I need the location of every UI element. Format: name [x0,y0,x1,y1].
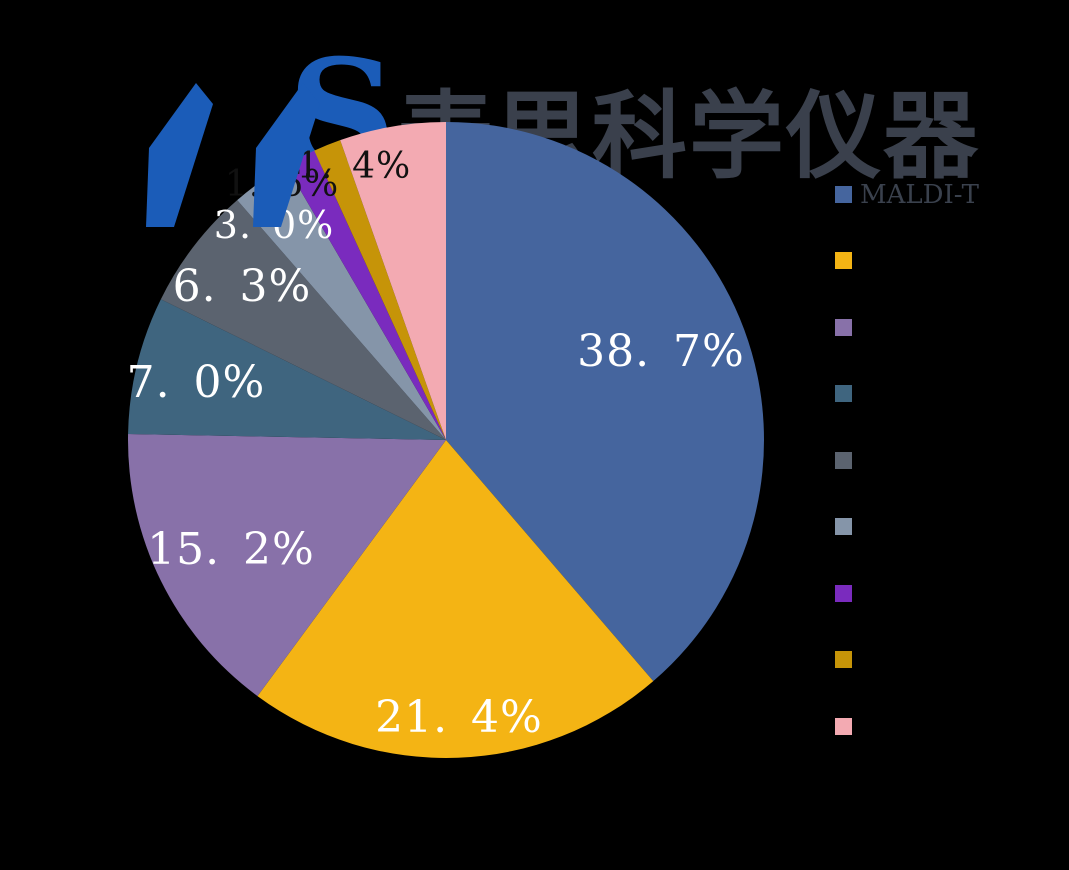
legend-swatch-icon [835,518,852,535]
legend-item-3 [835,385,852,402]
pie-slice-7 [314,140,446,440]
pie-slice-8 [340,122,446,440]
legend-item-5 [835,518,852,535]
legend-swatch-icon [835,385,852,402]
pie-slice-label-0: 38. 7% [577,326,745,377]
legend-swatch-icon [835,252,852,269]
pie-slice-3 [128,299,446,440]
legend-item-1 [835,252,852,269]
pie-slice-2 [128,434,447,697]
pie-slice-0 [446,122,765,682]
legend-swatch-icon [835,451,852,469]
legend-item-0: MALDI-T [835,182,979,208]
pie-slice-label-2: 15. 2% [147,524,315,575]
pie-slice-label-7: 1. 4% [296,146,412,187]
legend-swatch-icon [835,318,852,336]
pie-slice-label-4: 6. 3% [172,261,312,312]
legend-swatch-icon [835,651,852,668]
pie-slice-label-3: 7. 0% [126,357,266,408]
legend-item-2 [835,318,852,336]
legend-swatch-icon [835,717,852,735]
pie-slice-4 [160,200,446,440]
legend-swatch-icon [835,185,852,203]
pie-slice-label-1: 21. 4% [375,692,543,743]
legend-item-7 [835,651,852,668]
pie-slice-label-5: 3. 0% [213,203,335,247]
legend-label-0: MALDI-T [860,179,979,210]
legend-swatch-icon [835,584,852,602]
legend-item-6 [835,584,852,602]
pie-slice-6 [285,150,446,440]
legend-item-4 [835,451,852,469]
pie-slice-1 [257,440,654,758]
pie-slice-5 [237,165,446,441]
legend-item-8 [835,717,852,735]
